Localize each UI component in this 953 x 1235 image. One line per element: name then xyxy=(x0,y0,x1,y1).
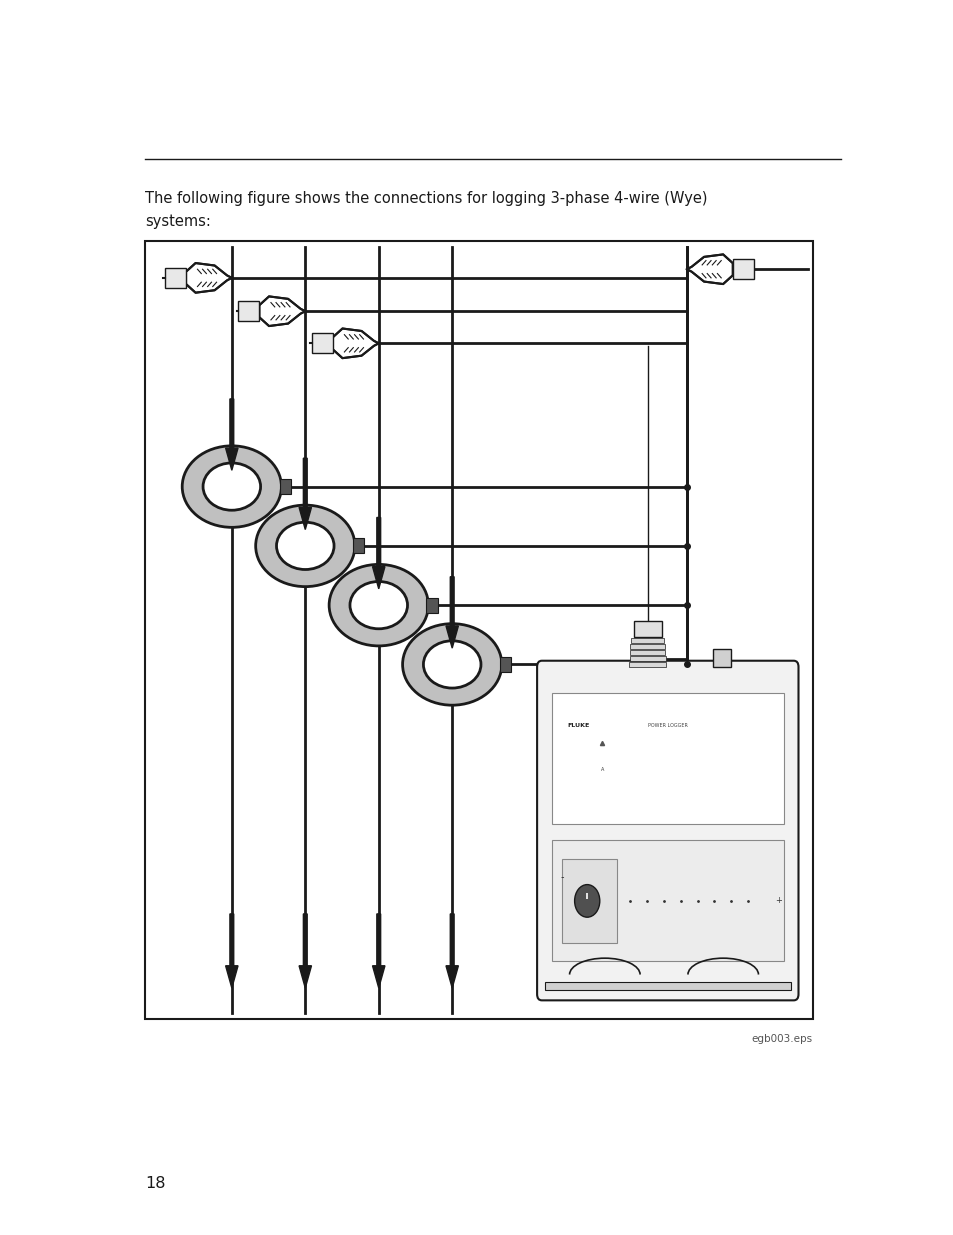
Ellipse shape xyxy=(276,522,334,569)
Text: -: - xyxy=(559,872,563,882)
Bar xyxy=(279,479,291,494)
Polygon shape xyxy=(259,296,305,326)
Circle shape xyxy=(574,884,599,918)
Bar xyxy=(629,656,665,661)
Text: FLUKE: FLUKE xyxy=(566,724,589,729)
FancyArrow shape xyxy=(225,399,237,471)
Ellipse shape xyxy=(203,463,260,510)
Bar xyxy=(633,621,661,637)
Bar xyxy=(544,982,790,990)
Bar xyxy=(552,693,782,824)
FancyBboxPatch shape xyxy=(537,661,798,1000)
Bar xyxy=(732,259,753,279)
Text: A: A xyxy=(600,767,603,772)
Bar xyxy=(353,538,364,553)
Ellipse shape xyxy=(255,505,355,587)
Ellipse shape xyxy=(402,624,501,705)
FancyArrow shape xyxy=(298,914,311,988)
Text: The following figure shows the connections for logging 3-phase 4-wire (Wye)
syst: The following figure shows the connectio… xyxy=(145,191,707,228)
Bar xyxy=(312,333,333,353)
Bar xyxy=(561,858,617,944)
Bar xyxy=(238,301,259,321)
Ellipse shape xyxy=(329,564,428,646)
Polygon shape xyxy=(686,254,732,284)
FancyArrow shape xyxy=(298,458,311,530)
FancyArrow shape xyxy=(445,914,457,988)
Bar xyxy=(552,840,782,961)
Bar xyxy=(499,657,511,672)
Polygon shape xyxy=(333,329,378,358)
Bar xyxy=(630,643,664,650)
Ellipse shape xyxy=(423,641,480,688)
Bar xyxy=(713,648,730,667)
Bar xyxy=(630,638,663,643)
Bar xyxy=(629,650,664,655)
FancyArrow shape xyxy=(445,577,457,648)
Text: POWER LOGGER: POWER LOGGER xyxy=(647,724,687,729)
Ellipse shape xyxy=(350,582,407,629)
Ellipse shape xyxy=(182,446,281,527)
Bar xyxy=(165,268,186,288)
FancyArrow shape xyxy=(225,914,237,988)
FancyArrow shape xyxy=(372,914,384,988)
Text: egb003.eps: egb003.eps xyxy=(751,1034,812,1044)
Text: 18: 18 xyxy=(145,1176,165,1191)
Polygon shape xyxy=(186,263,232,293)
FancyArrow shape xyxy=(372,517,384,589)
Text: +: + xyxy=(775,897,781,905)
Bar xyxy=(628,662,665,667)
Bar xyxy=(426,598,437,613)
Bar xyxy=(145,241,812,1019)
